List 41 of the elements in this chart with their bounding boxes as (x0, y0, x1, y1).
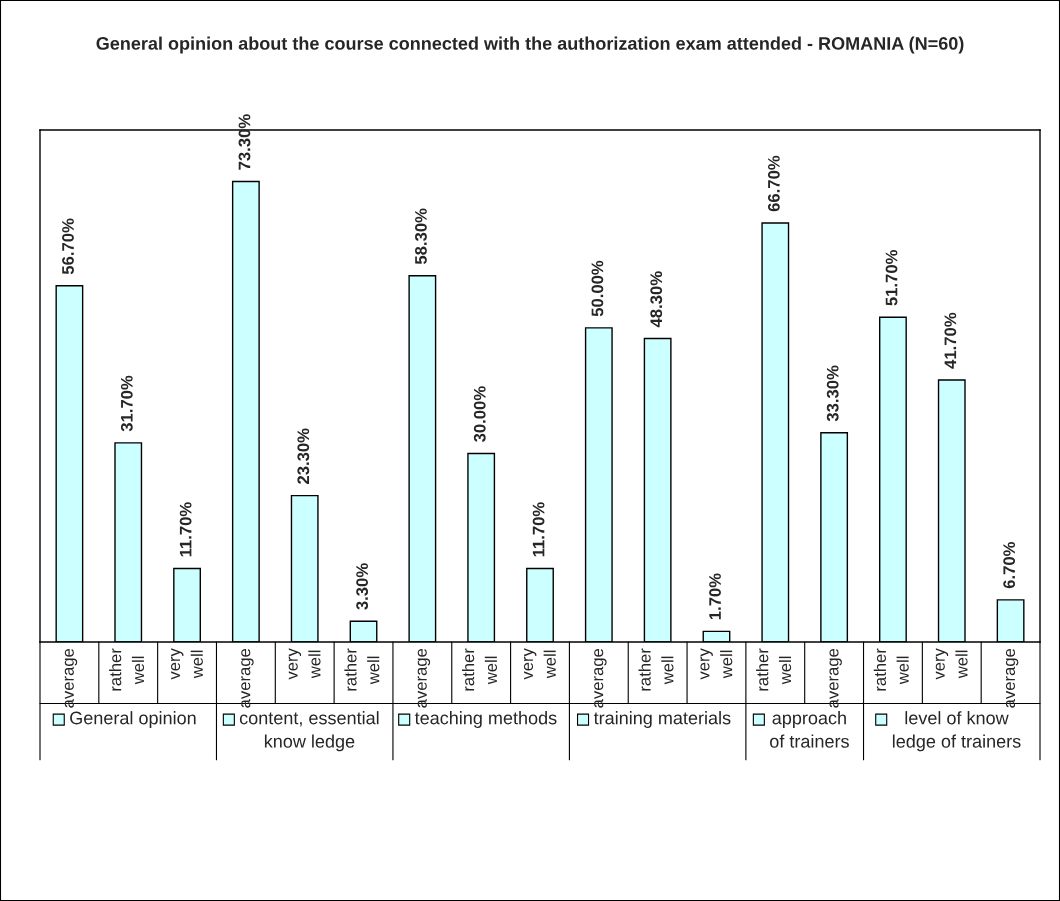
x-tick-label: average (417, 648, 431, 708)
x-tick-label: average (241, 648, 254, 708)
data-label: 41.70% (944, 312, 957, 369)
legend-label: approach of trainers (770, 711, 849, 748)
x-tick-label: very well (935, 648, 968, 680)
legend-label: training materials (593, 711, 731, 728)
x-tick-label: rather well (873, 648, 909, 691)
data-label: 66.70% (767, 155, 780, 212)
legend-label: teaching methods (414, 711, 557, 728)
x-tick-label: very well (700, 648, 733, 680)
data-label: 11.70% (179, 502, 192, 557)
data-label: 31.70% (120, 375, 133, 432)
x-tick-label: average (64, 648, 78, 708)
x-tick-label: average (594, 648, 607, 708)
data-label: 73.30% (238, 114, 251, 170)
x-tick-label: very well (171, 648, 203, 680)
data-label: 33.30% (826, 365, 839, 422)
data-label: 56.70% (62, 218, 74, 275)
data-label: 11.70% (532, 502, 545, 557)
data-label: 23.30% (297, 428, 310, 484)
x-tick-label: average (829, 648, 842, 708)
data-label: 58.30% (415, 208, 427, 265)
legend-label: General opinion (70, 711, 196, 728)
chart-title: General opinion about the course connected with the authorization exam attended - ROMANIA (N=60) (96, 36, 964, 54)
data-label: 3.30% (356, 563, 369, 610)
x-tick-label: rather well (109, 648, 145, 691)
x-tick-label: very well (523, 648, 556, 680)
data-label: 6.70% (1003, 541, 1016, 589)
data-label: 51.70% (885, 250, 898, 306)
legend-label: level of know ledge of trainers (892, 711, 1021, 752)
data-label: 30.00% (473, 386, 486, 443)
x-tick-label: rather well (462, 648, 498, 691)
x-tick-label: rather well (344, 648, 380, 691)
data-label: 1.70% (709, 573, 721, 620)
data-label: 50.00% (591, 260, 604, 317)
x-tick-label: rather well (756, 648, 792, 691)
x-tick-label: rather well (638, 648, 674, 691)
x-tick-label: very well (288, 648, 321, 680)
legend-label: content, essential know ledge (239, 711, 379, 752)
data-label: 48.30% (650, 271, 663, 328)
x-tick-label: average (1005, 648, 1019, 708)
